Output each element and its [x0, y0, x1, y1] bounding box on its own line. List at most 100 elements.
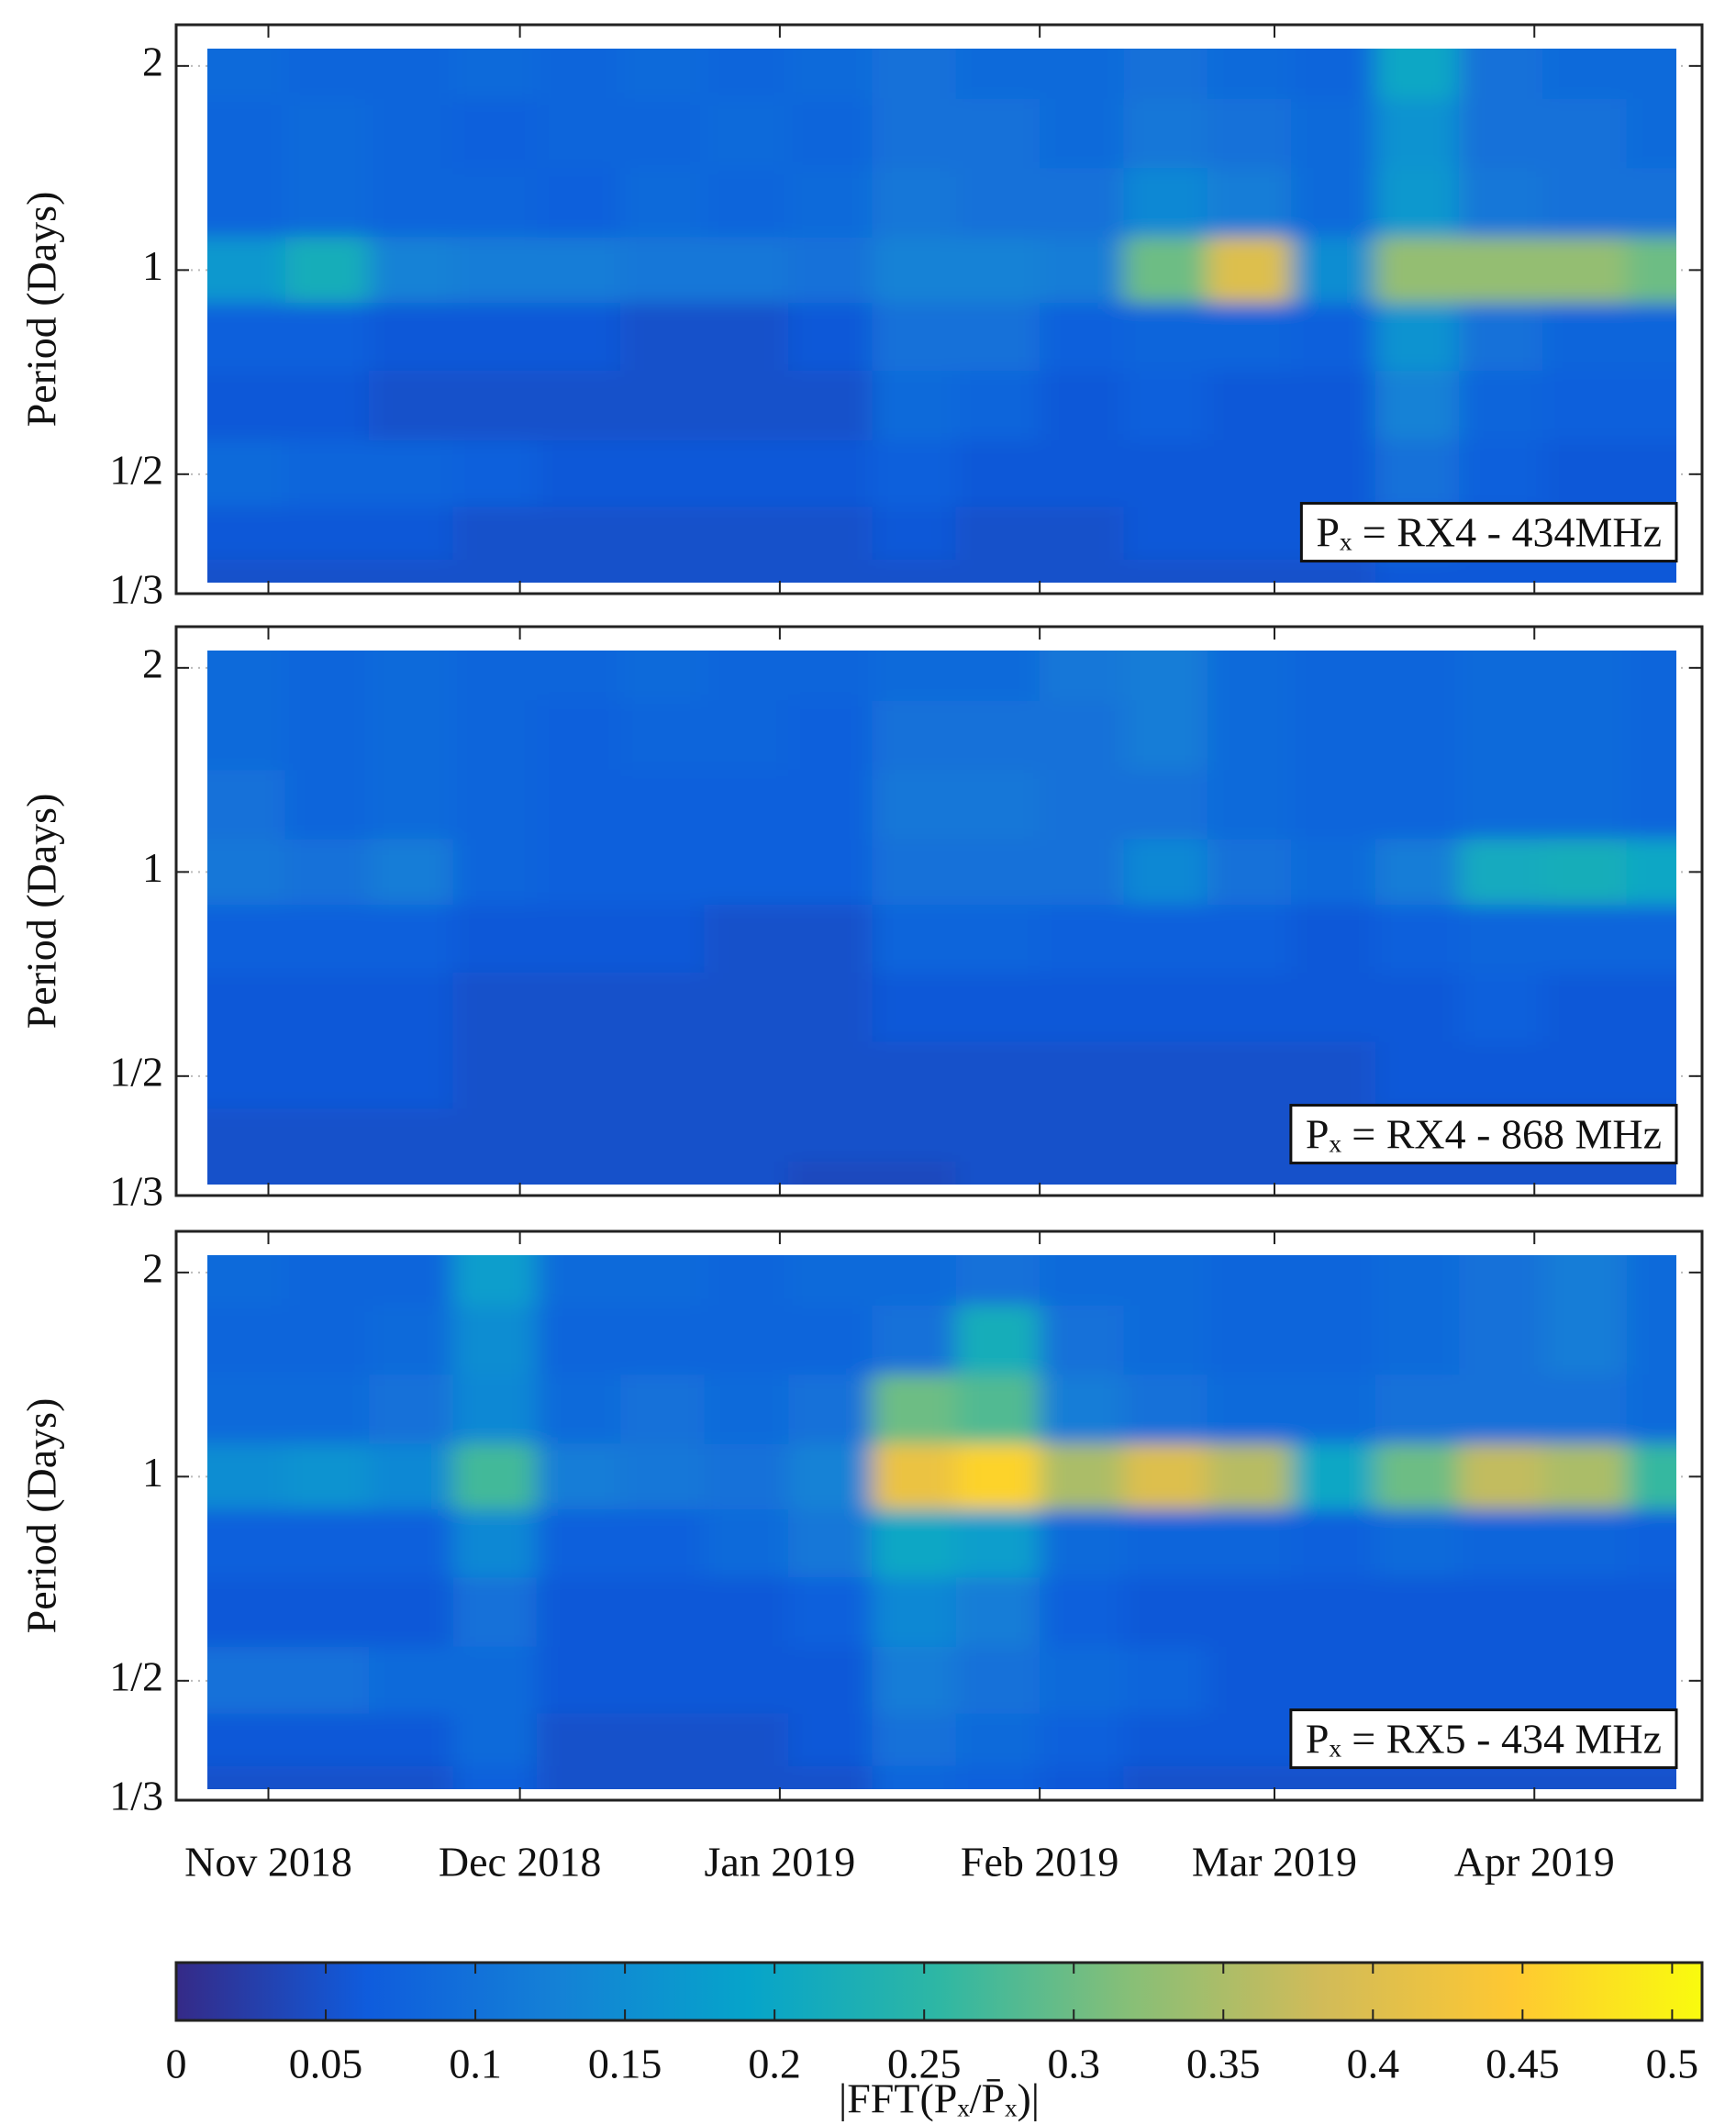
heatmap-cell [452, 237, 538, 305]
colorbar-tick-label: 0.1 [449, 2041, 502, 2087]
heatmap-cell [955, 1041, 1041, 1110]
heatmap-cell [452, 1509, 538, 1579]
heatmap-cell [284, 506, 371, 561]
heatmap-cell [452, 1765, 538, 1789]
heatmap-cell [1207, 1374, 1293, 1445]
heatmap-cell [1626, 1509, 1676, 1579]
heatmap-cell [1291, 49, 1376, 100]
heatmap-cell [1291, 237, 1376, 305]
heatmap-cell [536, 1577, 622, 1648]
heatmap-cell [1374, 973, 1461, 1043]
heatmap-cell [536, 839, 622, 907]
heatmap-cell [704, 237, 790, 305]
heatmap-cell [1626, 98, 1676, 170]
heatmap-cell [955, 1161, 1041, 1185]
heatmap-cell [1291, 839, 1376, 907]
heatmap-cell [955, 168, 1041, 239]
heatmap-cell [1374, 1765, 1461, 1789]
heatmap-cell [536, 651, 622, 702]
heatmap-cell [704, 1509, 790, 1579]
heatmap-cell [1040, 973, 1125, 1043]
heatmap-cell [872, 1713, 957, 1767]
heatmap-cell [536, 1108, 622, 1163]
colorbar-tick-label: 0.2 [748, 2041, 801, 2087]
heatmap-cell [620, 1041, 706, 1110]
heatmap-cell [1040, 1509, 1125, 1579]
heatmap-cell [1542, 973, 1628, 1043]
heatmap-cell [620, 303, 706, 373]
heatmap-cell [207, 506, 286, 561]
heatmap-cell [1459, 839, 1544, 907]
heatmap-cell [1459, 1443, 1544, 1511]
heatmap-cell [1207, 439, 1293, 508]
heatmap-cell [1459, 303, 1544, 373]
heatmap-cell [1207, 973, 1293, 1043]
heatmap-cell [452, 1374, 538, 1445]
heatmap-cell [536, 1255, 622, 1307]
heatmap-cell [1291, 700, 1376, 772]
heatmap-cell [1123, 1108, 1208, 1163]
heatmap-cell [704, 839, 790, 907]
heatmap-cell [872, 1577, 957, 1648]
colorbar-tick-label: 0.3 [1047, 2041, 1100, 2087]
heatmap-cell [955, 1305, 1041, 1376]
heatmap-cell [704, 1577, 790, 1648]
heatmap-cell [1459, 1161, 1544, 1185]
heatmap-cell [872, 371, 957, 441]
heatmap-cell [872, 1509, 957, 1579]
heatmap-cell [1542, 651, 1628, 702]
heatmap-cell [284, 49, 371, 100]
colorbar [174, 1961, 1704, 2022]
heatmap-cell [955, 1509, 1041, 1579]
heatmap-cell [207, 1374, 286, 1445]
heatmap-cell [704, 1108, 790, 1163]
heatmap-cell [1542, 1443, 1628, 1511]
heatmap-cell [536, 905, 622, 974]
heatmap-cell [1374, 700, 1461, 772]
heatmap-cell [872, 237, 957, 305]
heatmap-cell [955, 371, 1041, 441]
heatmap-cell [872, 770, 957, 840]
heatmap-cell [620, 1374, 706, 1445]
heatmap-cell [1542, 1374, 1628, 1445]
heatmap-cell [207, 559, 286, 583]
heatmap-cell [1459, 973, 1544, 1043]
heatmap-cell [620, 700, 706, 772]
heatmap-cell [1626, 439, 1676, 508]
heatmap-cell [872, 168, 957, 239]
heatmap-cell [955, 1374, 1041, 1445]
heatmap-cell [1123, 700, 1208, 772]
heatmap-cell [704, 1305, 790, 1376]
heatmap-cell [369, 1646, 454, 1715]
heatmap-cell [1040, 98, 1125, 170]
heatmap-cell [704, 1765, 790, 1789]
heatmap-cell [1626, 237, 1676, 305]
colorbar-tick-label: 0.4 [1347, 2041, 1400, 2087]
heatmap-cell [955, 237, 1041, 305]
heatmap-cell [1542, 439, 1628, 508]
heatmap-cell [1207, 49, 1293, 100]
heatmap-cell [452, 973, 538, 1043]
heatmap-cell [955, 700, 1041, 772]
heatmap-cell [1542, 371, 1628, 441]
heatmap-cell [1123, 1713, 1208, 1767]
heatmap-cell [452, 168, 538, 239]
heatmap-cell [872, 973, 957, 1043]
heatmap-cell [872, 49, 957, 100]
y-axis-label: Period (Days) [18, 794, 65, 1029]
heatmap-cell [788, 1713, 874, 1767]
heatmap-cell [1040, 1577, 1125, 1648]
heatmap-cell [1040, 1374, 1125, 1445]
heatmap-cell [284, 651, 371, 702]
heatmap-cell [452, 651, 538, 702]
heatmap-cell [536, 1374, 622, 1445]
heatmap-cell [536, 1713, 622, 1767]
heatmap-cell [955, 1713, 1041, 1767]
heatmap-cell [207, 1765, 286, 1789]
heatmap-cell [872, 1765, 957, 1789]
heatmap-cell [207, 237, 286, 305]
heatmap-cell [704, 559, 790, 583]
heatmap-cells [207, 49, 1676, 583]
heatmap-cell [704, 770, 790, 840]
panel: 1/3 1/2 1 2 Period (Days) Pₓ = RX4 - 868 MHz [18, 625, 1704, 1215]
